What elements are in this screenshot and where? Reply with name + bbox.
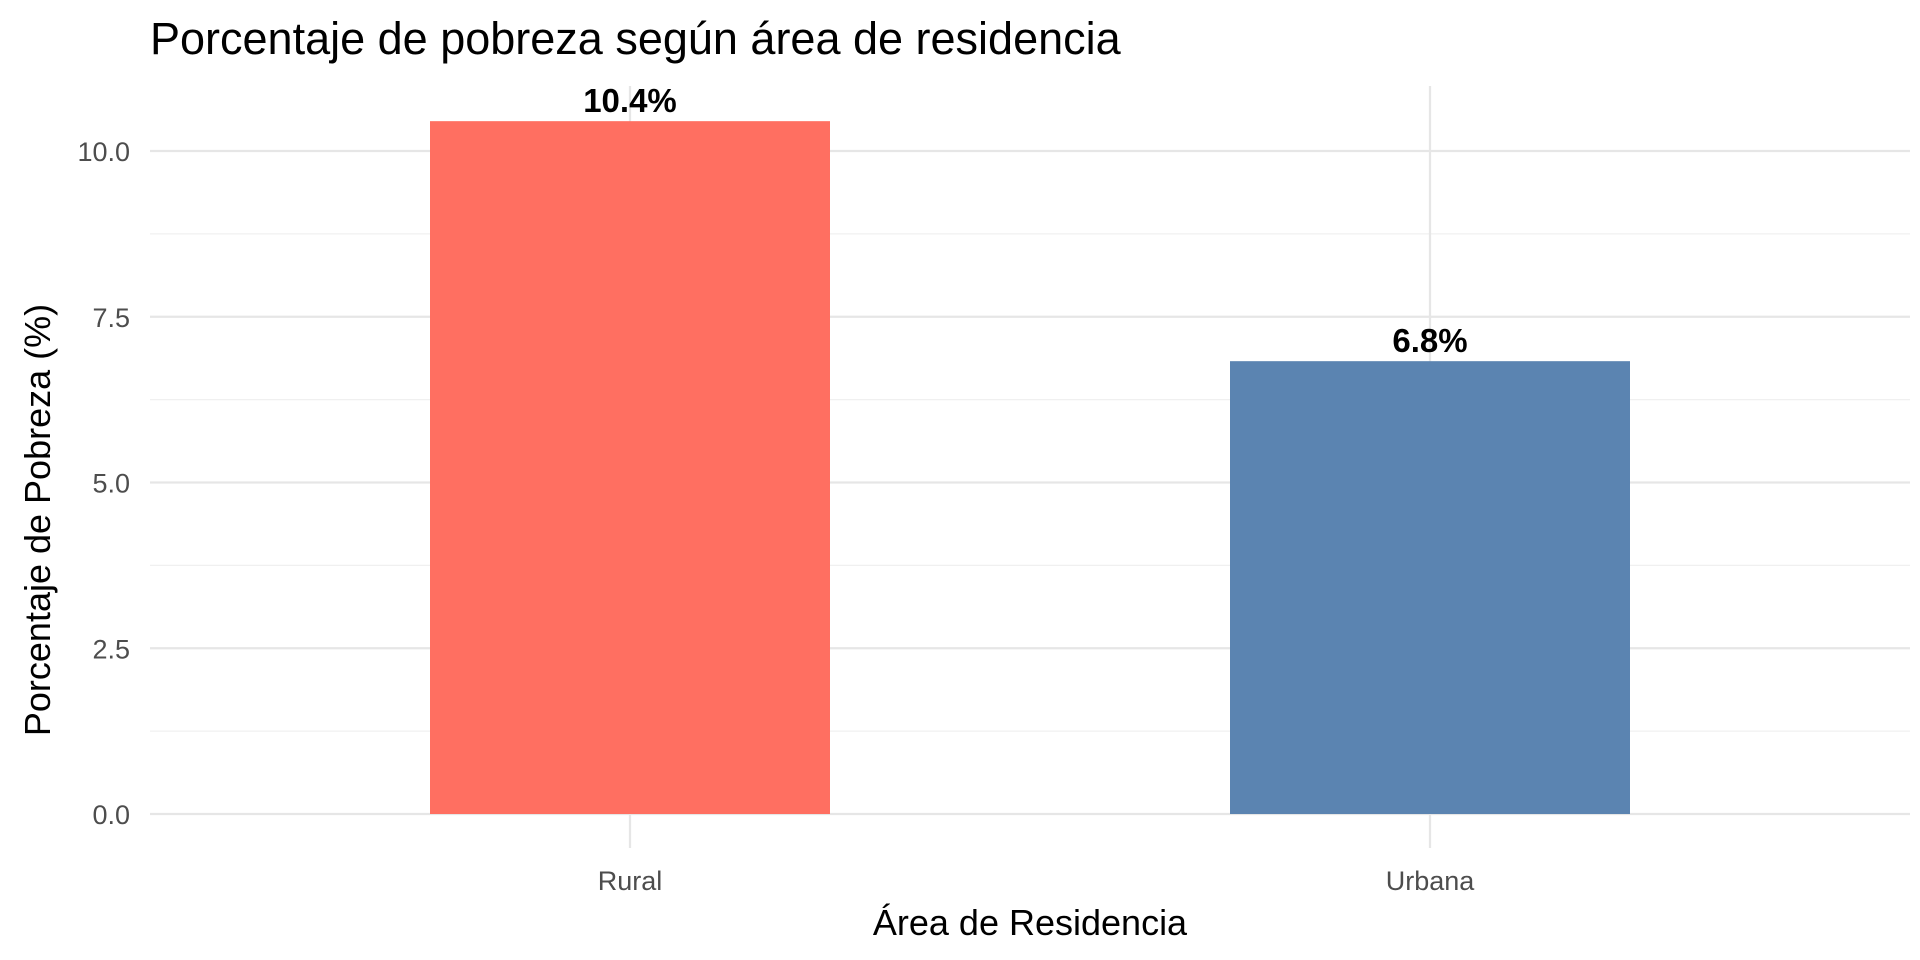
x-axis-title: Área de Residencia (873, 902, 1188, 943)
y-tick-label: 2.5 (92, 634, 130, 664)
y-tick-label: 7.5 (92, 303, 130, 333)
bars (430, 121, 1630, 815)
y-tick-label: 10.0 (77, 137, 130, 167)
x-tick-label: Urbana (1386, 866, 1476, 896)
chart-title: Porcentaje de pobreza según área de resi… (150, 13, 1122, 64)
y-axis-ticks: 0.0 2.5 5.0 7.5 10.0 (77, 137, 130, 830)
y-tick-label: 0.0 (92, 800, 130, 830)
y-tick-label: 5.0 (92, 469, 130, 499)
bar-rural (430, 121, 830, 815)
value-label-rural: 10.4% (583, 82, 677, 119)
value-label-urbana: 6.8% (1392, 322, 1467, 359)
bar-urbana (1230, 361, 1630, 814)
x-axis-ticks: Rural Urbana (598, 866, 1476, 896)
value-labels: 10.4% 6.8% (583, 82, 1467, 359)
grid (150, 86, 1910, 848)
y-axis-title: Porcentaje de Pobreza (%) (17, 304, 58, 736)
x-tick-label: Rural (598, 866, 663, 896)
